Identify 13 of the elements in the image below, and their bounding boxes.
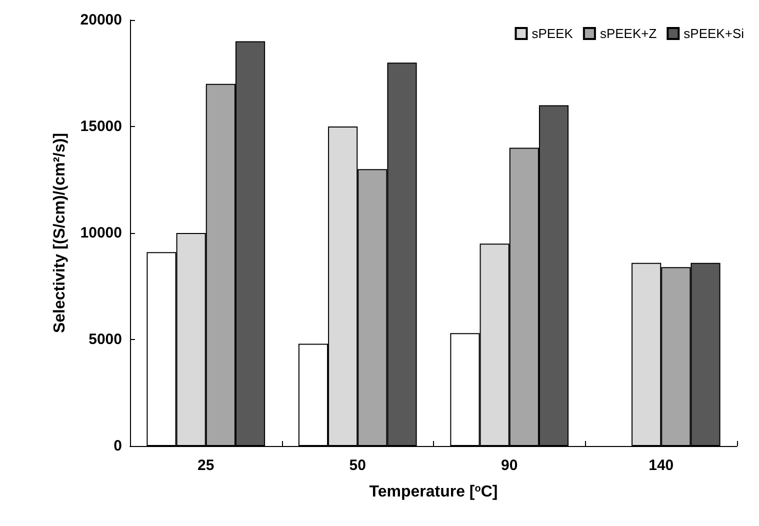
y-axis-title: Selectivity [(S/cm)/(cm²/s)]	[52, 132, 68, 334]
y-tick-label: 0	[114, 438, 122, 454]
x-tick-label: 140	[648, 457, 674, 474]
y-tick-label: 20000	[80, 12, 122, 28]
x-tick-label: 90	[501, 457, 518, 474]
y-tick-label: 5000	[88, 331, 122, 348]
legend-label: sPEEK	[532, 26, 574, 41]
legend-label: sPEEK+Z	[600, 26, 657, 41]
x-tick-label: 25	[198, 457, 214, 474]
x-tick-label: 50	[349, 457, 366, 474]
y-tick-label: 15000	[80, 118, 122, 135]
legend-label: sPEEK+Si	[684, 26, 744, 41]
y-tick-label: 10000	[80, 224, 122, 242]
